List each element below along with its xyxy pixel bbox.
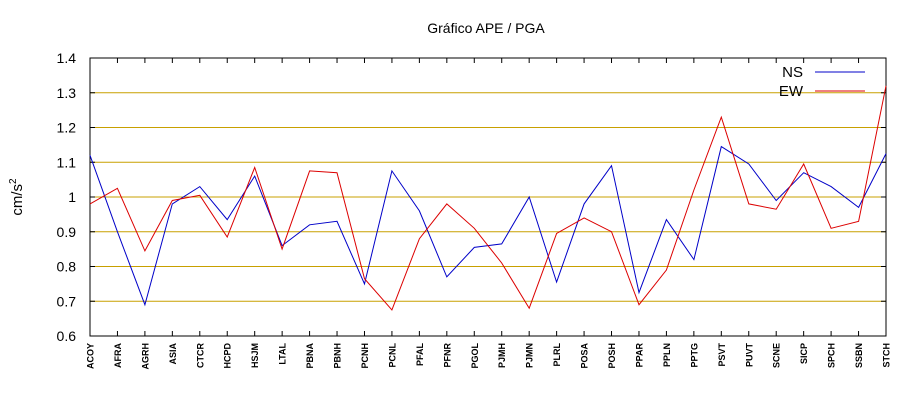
x-tick-label: PBNH: [333, 343, 343, 369]
y-tick-label: 0.7: [57, 293, 77, 309]
y-tick-label: 1: [68, 189, 76, 205]
x-tick-label: PPAR: [634, 343, 644, 368]
y-axis-label-exponent: 2: [8, 178, 19, 184]
x-tick-label: AGRH: [140, 343, 150, 370]
x-tick-label: POSH: [607, 343, 617, 369]
y-tick-label: 1.3: [57, 85, 77, 101]
x-tick-label: PPLN: [662, 343, 672, 367]
x-tick-label: PGOL: [470, 343, 480, 369]
x-tick-label: HCPD: [223, 343, 233, 369]
legend-label-ns: NS: [782, 64, 803, 81]
x-tick-label: PCNH: [360, 343, 370, 369]
x-tick-label: SSBN: [854, 343, 864, 368]
x-tick-label: PCNL: [387, 342, 397, 367]
x-tick-label: PUVT: [744, 343, 754, 368]
chart-title: Gráfico APE / PGA: [427, 20, 545, 36]
x-tick-label: PLRL: [552, 343, 562, 367]
x-tick-label: PJMN: [525, 343, 535, 368]
y-axis-label: cm/s2: [8, 178, 26, 216]
x-tick-label: PJMH: [497, 343, 507, 368]
y-axis-label-unit: cm/s: [9, 184, 26, 216]
y-tick-label: 1.4: [57, 50, 77, 66]
series: [89, 85, 887, 311]
legend: NS EW: [779, 64, 865, 100]
x-tick-label: PFNR: [442, 343, 452, 368]
x-tick-label: ASIA: [168, 343, 178, 365]
x-tick-label: SPCH: [827, 343, 837, 368]
x-tick-label: SCNE: [772, 343, 782, 368]
x-tick-label: CTCR: [195, 343, 205, 368]
grid: [90, 92, 886, 302]
x-tick-label: POSA: [580, 343, 590, 369]
x-tick-label: STCH: [882, 343, 892, 368]
x-tick-label: LTAL: [278, 342, 288, 364]
y-tick-label: 1.1: [57, 154, 77, 170]
x-tick-label: AFRA: [113, 343, 123, 368]
x-tick-label: PSVT: [717, 343, 727, 367]
y-axis: 0.6 0.7 0.8 0.9 1 1.1 1.2 1.3 1.4: [57, 50, 886, 344]
y-tick-label: 0.8: [57, 259, 77, 275]
y-tick-label: 1.2: [57, 120, 77, 136]
x-tick-label: ACOY: [86, 343, 96, 369]
series-line-ew: [89, 85, 887, 311]
legend-label-ew: EW: [779, 83, 804, 100]
series-line-ns: [89, 145, 887, 307]
x-tick-label: SICP: [799, 343, 809, 364]
y-tick-label: 0.9: [57, 224, 77, 240]
x-tick-label: PBNA: [305, 343, 315, 369]
x-tick-label: PPTG: [689, 343, 699, 368]
y-tick-label: 0.6: [57, 328, 77, 344]
x-axis: ACOY AFRA AGRH ASIA CTCR HCPD HSJM LTAL PBNA PBNH…: [86, 58, 892, 370]
x-tick-label: PFAL: [415, 343, 425, 367]
x-tick-label: HSJM: [250, 343, 260, 368]
